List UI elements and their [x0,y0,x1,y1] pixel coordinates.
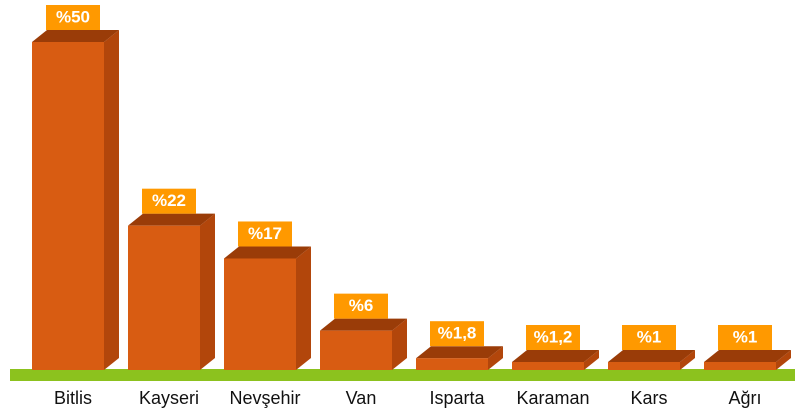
bar-side [200,213,215,370]
value-label-box [718,325,772,350]
value-label: %22 [152,191,186,210]
value-label: %1,8 [438,324,477,343]
x-tick-label: Ağrı [728,388,761,408]
bar-side [584,350,599,370]
value-label: %1 [733,327,758,346]
x-tick-label: Bitlis [54,388,92,408]
bar-top [416,346,503,359]
x-tick-label: Nevşehir [229,388,300,408]
bar-side [488,346,503,370]
value-label-box [526,325,580,350]
x-tick-label: Kayseri [139,388,199,408]
bar [512,362,584,370]
bar [128,225,200,370]
value-label-box [46,5,100,30]
value-label: %1,2 [534,327,573,346]
bar-top [32,30,119,42]
bar [704,362,776,370]
value-label: %1 [637,327,662,346]
bar-side [776,350,791,370]
value-label-box [142,188,196,214]
value-label-box [430,321,484,347]
value-label-box [334,293,388,319]
ground [10,369,795,381]
bar-top [320,318,407,331]
bar-top [128,213,215,226]
x-tick-label: Kars [630,388,667,408]
bar [32,42,104,370]
value-label-box [238,221,292,247]
x-tick-label: Van [346,388,377,408]
x-tick-label: Isparta [429,388,485,408]
bar-side [296,246,311,370]
bar-side [392,318,407,370]
bar [224,258,296,370]
bar-top [512,350,599,362]
bar-side [680,350,695,370]
bar-top [608,350,695,362]
bar-side [104,30,119,370]
bar [416,358,488,370]
value-label: %6 [349,296,374,315]
x-tick-label: Karaman [516,388,589,408]
bar-top [224,246,311,259]
value-label: %17 [248,224,282,243]
bar [320,330,392,370]
bar-top [704,350,791,362]
value-label-box [622,325,676,350]
bar [608,362,680,370]
value-label: %50 [56,7,90,26]
